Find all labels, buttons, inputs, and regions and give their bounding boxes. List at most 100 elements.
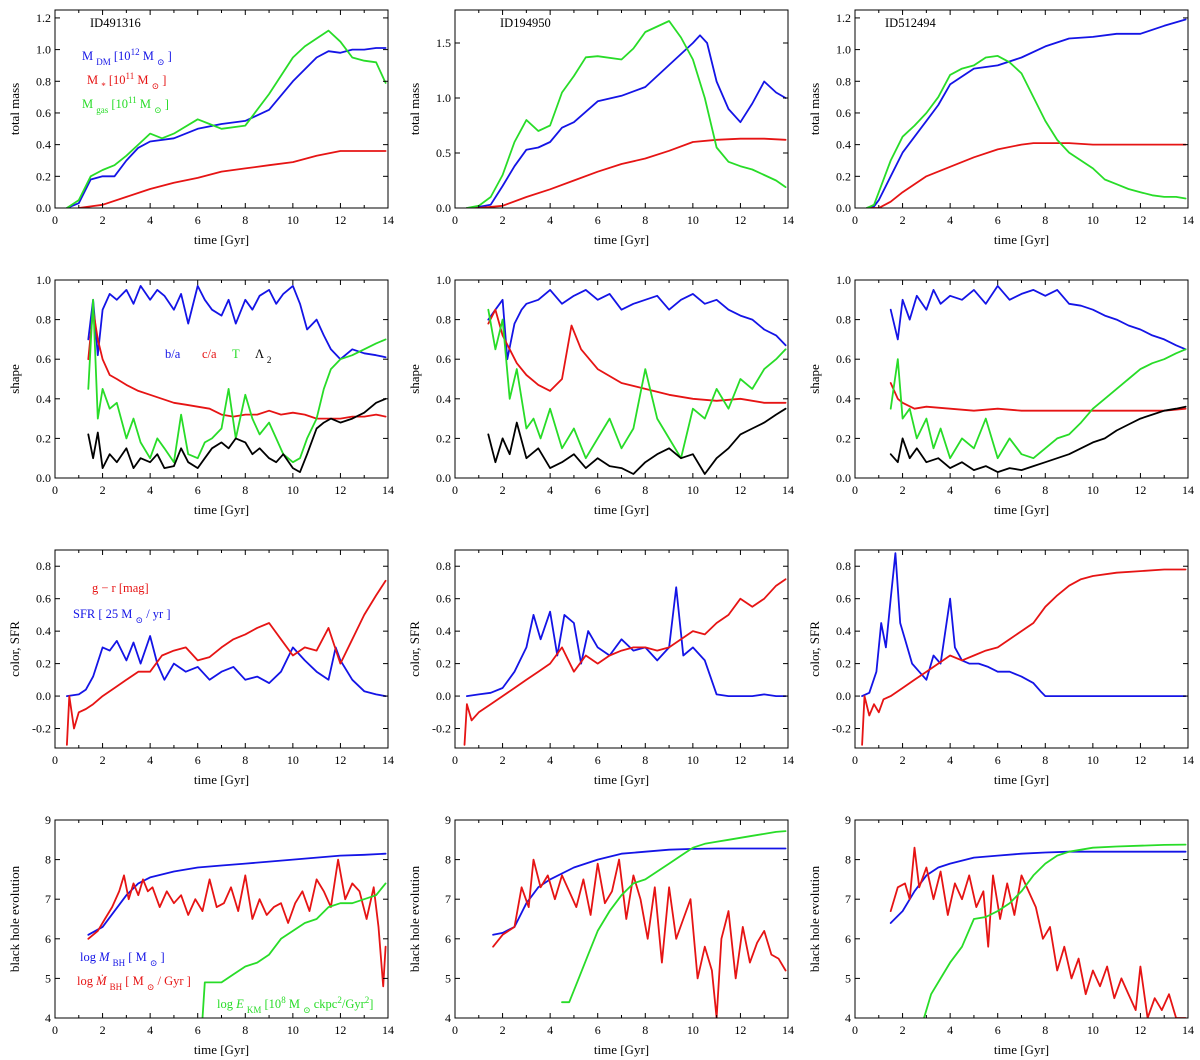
x-tick-label: 4	[947, 1023, 953, 1037]
x-tick-label: 0	[52, 753, 58, 767]
x-tick-label: 8	[642, 753, 648, 767]
y-tick-label: 0.4	[36, 138, 51, 152]
x-tick-label: 14	[1182, 213, 1194, 227]
plot-frame	[454, 819, 789, 1019]
panel-r3-c1: 0 2 4 6 8 10 12 14 4 5 6 7 8 9 time [Gyr] black hole ev…	[407, 813, 794, 1057]
x-tick-label: 10	[1087, 483, 1099, 497]
y-tick-label: 0.2	[836, 431, 851, 445]
series-line-b/a	[87, 285, 387, 361]
series-line-m_dm	[866, 18, 1187, 208]
y-tick-label: 9	[845, 813, 851, 827]
x-tick-label: 10	[1087, 753, 1099, 767]
y-tick-label: -0.2	[832, 722, 851, 736]
y-tick-label: -0.2	[432, 722, 451, 736]
series-line-m_gas	[866, 55, 1187, 208]
x-tick-label: 4	[547, 483, 553, 497]
x-tick-label: 10	[287, 483, 299, 497]
y-tick-label: 1.2	[836, 11, 851, 25]
y-tick-label: 0.4	[36, 624, 51, 638]
series-line-lambda2	[87, 397, 387, 473]
panel-r0-c2: 0 2 4 6 8 10 12 14 0.0 0.2 0.4 0.6 0.8 1.0 1.2 time [Gy…	[807, 9, 1194, 247]
x-axis-label: time [Gyr]	[594, 502, 649, 517]
y-axis-label: color, SFR	[807, 621, 822, 677]
plot-frame	[454, 549, 789, 749]
y-tick-label: 1.0	[36, 43, 51, 57]
x-tick-label: 10	[687, 753, 699, 767]
legend-shape-1: c/a	[202, 347, 217, 361]
panel-r1-c2: 0 2 4 6 8 10 12 14 0.0 0.2 0.4 0.6 0.8 1.0 time [Gyr] s…	[807, 273, 1194, 517]
y-tick-label: 1.0	[836, 273, 851, 287]
series-line-m_gas	[66, 29, 387, 208]
y-tick-label: 0.8	[36, 74, 51, 88]
x-tick-label: 6	[595, 213, 601, 227]
x-tick-label: 2	[500, 753, 506, 767]
y-tick-label: 4	[445, 1011, 451, 1025]
x-tick-label: 0	[452, 1023, 458, 1037]
x-tick-label: 2	[500, 213, 506, 227]
x-tick-label: 8	[1042, 213, 1048, 227]
x-tick-label: 10	[687, 213, 699, 227]
x-tick-label: 14	[1182, 483, 1194, 497]
legend-log-mbh: log M BH [ M ⊙ ]	[80, 950, 165, 968]
x-tick-label: 8	[242, 213, 248, 227]
y-tick-label: 0.0	[436, 471, 451, 485]
y-tick-label: 0.2	[436, 657, 451, 671]
series-line-logmdotbh	[889, 846, 1187, 1018]
y-tick-label: 1.2	[36, 11, 51, 25]
x-tick-label: 14	[1182, 753, 1194, 767]
y-tick-label: 1.5	[436, 36, 451, 50]
y-axis-label: shape	[7, 364, 22, 394]
series-line-b/a	[487, 289, 787, 361]
y-tick-label: 0.6	[836, 106, 851, 120]
x-tick-label: 14	[782, 483, 794, 497]
x-tick-label: 12	[734, 483, 746, 497]
series-line-sfr	[466, 586, 787, 697]
y-tick-label: 8	[445, 853, 451, 867]
x-tick-label: 12	[334, 213, 346, 227]
x-axis-label: time [Gyr]	[194, 772, 249, 787]
x-tick-label: 6	[995, 753, 1001, 767]
x-tick-label: 4	[147, 1023, 153, 1037]
x-axis-label: time [Gyr]	[994, 772, 1049, 787]
series-line-logmdotbh	[87, 858, 387, 988]
legend-m-star: M * [1011 M ⊙ ]	[87, 71, 166, 91]
y-tick-label: 0.4	[836, 392, 851, 406]
x-tick-label: 10	[687, 483, 699, 497]
x-tick-label: 0	[852, 213, 858, 227]
x-tick-label: 8	[242, 1023, 248, 1037]
y-tick-label: 0.5	[436, 146, 451, 160]
series-line-t	[487, 308, 787, 460]
legend-log-ekm: log E KM [108 M ⊙ ckpc2/Gyr2]	[217, 995, 373, 1015]
y-tick-label: 0.0	[36, 201, 51, 215]
plot-frame	[854, 9, 1189, 209]
x-tick-label: 8	[1042, 483, 1048, 497]
x-tick-label: 6	[195, 213, 201, 227]
x-tick-label: 4	[947, 753, 953, 767]
y-tick-label: 0.2	[836, 657, 851, 671]
y-tick-label: 0.2	[836, 169, 851, 183]
x-tick-label: 6	[195, 1023, 201, 1037]
x-tick-label: 12	[1134, 213, 1146, 227]
panel-r2-c0: 0 2 4 6 8 10 12 14 -0.2 0.0 0.2 0.4 0.6 0.8 time [Gyr]…	[7, 549, 394, 787]
y-tick-label: 0.6	[836, 592, 851, 606]
x-tick-label: 2	[100, 753, 106, 767]
x-tick-label: 10	[687, 1023, 699, 1037]
x-tick-label: 10	[287, 213, 299, 227]
x-tick-label: 6	[595, 483, 601, 497]
x-axis-label: time [Gyr]	[194, 232, 249, 247]
series-line-m_dm	[466, 34, 787, 208]
legend-m-gas: M gas [1011 M ⊙ ]	[82, 95, 169, 115]
legend-sfr: SFR [ 25 M ⊙ / yr ]	[73, 607, 171, 625]
x-axis-label: time [Gyr]	[994, 1042, 1049, 1057]
series-line-c/a	[87, 308, 387, 420]
panel-r3-c2: 0 2 4 6 8 10 12 14 4 5 6 7 8 9 time [Gyr] black hole ev…	[807, 813, 1194, 1057]
y-tick-label: 0.8	[36, 313, 51, 327]
y-tick-label: 8	[45, 853, 51, 867]
y-tick-label: 4	[45, 1011, 51, 1025]
series-line-g-r	[463, 578, 787, 746]
y-axis-label: total mass	[807, 83, 822, 135]
x-tick-label: 14	[382, 1023, 394, 1037]
y-tick-label: 6	[845, 932, 851, 946]
y-tick-label: 9	[445, 813, 451, 827]
x-tick-label: 6	[195, 753, 201, 767]
